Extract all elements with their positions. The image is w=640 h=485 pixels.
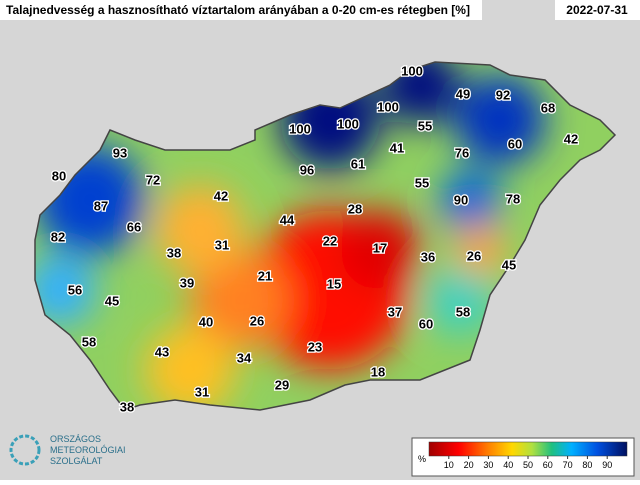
value-label: 49: [456, 86, 470, 101]
colorbar-tick-label: 70: [563, 460, 573, 470]
value-label: 44: [280, 212, 295, 227]
value-label: 26: [467, 248, 481, 263]
colorbar-tick-label: 40: [503, 460, 513, 470]
value-label: 39: [180, 275, 194, 290]
colorbar-tick-label: 30: [483, 460, 493, 470]
title-box: [0, 0, 482, 20]
value-label: 55: [418, 118, 432, 133]
value-label: 31: [215, 237, 229, 252]
value-label: 66: [127, 219, 141, 234]
colorbar-tick-label: 10: [444, 460, 454, 470]
value-labels: 100 49 92 68 100 100 100 55 42 60 93 80 96 61 41 76 72 55…: [50, 62, 580, 416]
value-label: 38: [120, 399, 134, 414]
value-label: 60: [508, 136, 522, 151]
value-label: 42: [214, 188, 228, 203]
date: 2022-07-31: [566, 3, 628, 17]
colorbar: % 10 20 30 40 50 60 70 80 90: [411, 437, 635, 477]
value-label: 100: [401, 63, 423, 78]
logo: ORSZÁGOS METEOROLÓGIAI SZOLGÁLAT: [9, 434, 126, 466]
value-label: 17: [373, 240, 387, 255]
value-label: 43: [155, 344, 169, 359]
value-label: 93: [113, 145, 127, 160]
title: Talajnedvesség a hasznosítható víztartal…: [6, 3, 470, 17]
colorbar-unit: %: [418, 454, 426, 464]
value-label: 38: [167, 245, 181, 260]
value-label: 80: [52, 168, 66, 183]
value-label: 15: [327, 276, 341, 291]
colorbar-tick-label: 80: [582, 460, 592, 470]
colorbar-tick-label: 60: [543, 460, 553, 470]
value-label: 23: [308, 339, 322, 354]
logo-text: METEOROLÓGIAI: [50, 445, 126, 455]
value-label: 31: [195, 384, 209, 399]
value-label: 68: [541, 100, 555, 115]
value-label: 45: [105, 293, 119, 308]
value-label: 82: [51, 229, 65, 244]
value-label: 40: [199, 314, 213, 329]
value-label: 55: [415, 175, 429, 190]
value-label: 58: [82, 334, 96, 349]
colorbar-tick-label: 50: [523, 460, 533, 470]
value-label: 100: [377, 99, 399, 114]
value-label: 87: [94, 198, 108, 213]
value-label: 61: [351, 156, 365, 171]
value-label: 18: [371, 364, 385, 379]
value-label: 37: [388, 304, 402, 319]
value-label: 21: [258, 268, 272, 283]
value-label: 90: [454, 192, 468, 207]
value-label: 42: [564, 131, 578, 146]
value-label: 36: [421, 249, 435, 264]
value-label: 60: [419, 316, 433, 331]
value-label: 100: [289, 121, 311, 136]
value-label: 26: [250, 313, 264, 328]
value-label: 45: [502, 257, 516, 272]
logo-text: SZOLGÁLAT: [50, 456, 103, 466]
colorbar-tick-label: 90: [602, 460, 612, 470]
value-label: 41: [390, 140, 404, 155]
logo-text: ORSZÁGOS: [50, 434, 101, 444]
value-label: 56: [68, 282, 82, 297]
value-label: 96: [300, 162, 314, 177]
value-label: 28: [348, 201, 362, 216]
value-label: 78: [506, 191, 520, 206]
value-label: 76: [455, 145, 469, 160]
value-label: 100: [337, 116, 359, 131]
value-label: 29: [275, 377, 289, 392]
value-label: 58: [456, 304, 470, 319]
date-box: [555, 0, 640, 20]
value-label: 22: [323, 233, 337, 248]
colorbar-tick-label: 20: [464, 460, 474, 470]
value-label: 34: [237, 350, 252, 365]
value-label: 92: [496, 87, 510, 102]
value-label: 72: [146, 172, 160, 187]
